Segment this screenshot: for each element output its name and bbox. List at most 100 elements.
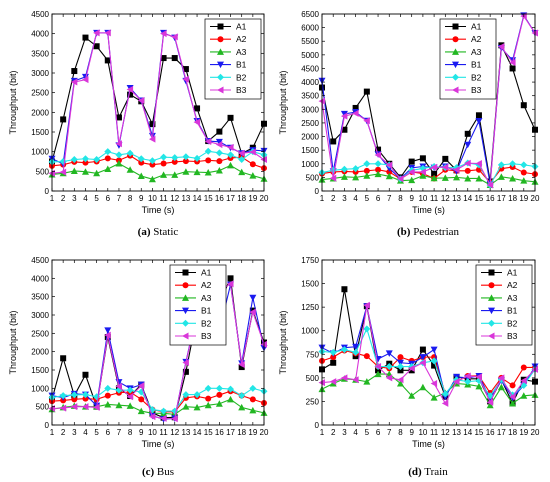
data-point-A1 bbox=[160, 55, 167, 62]
data-point-B3 bbox=[430, 163, 438, 171]
x-tick-label: 2 bbox=[331, 428, 336, 437]
x-tick-label: 7 bbox=[117, 428, 122, 437]
x-tick-label: 4 bbox=[83, 428, 88, 437]
x-tick-label: 10 bbox=[148, 194, 157, 203]
x-tick-label: 3 bbox=[342, 428, 347, 437]
data-point-B3 bbox=[340, 112, 348, 120]
data-point-A3 bbox=[137, 172, 145, 180]
data-point-B1 bbox=[352, 343, 360, 351]
data-point-B3 bbox=[520, 377, 527, 385]
data-point-B2 bbox=[104, 384, 112, 392]
data-point-B2 bbox=[430, 357, 438, 365]
y-tick-label: 750 bbox=[306, 350, 320, 359]
data-point-A3 bbox=[148, 175, 156, 183]
data-point-B1 bbox=[396, 359, 404, 367]
data-point-A1 bbox=[182, 368, 189, 375]
legend-label-A2: A2 bbox=[201, 280, 212, 290]
y-tick-label: 1000 bbox=[301, 160, 319, 169]
x-tick-label: 18 bbox=[508, 194, 517, 203]
data-point-A2 bbox=[104, 392, 111, 399]
data-point-A1 bbox=[330, 138, 337, 145]
data-point-B3 bbox=[204, 137, 212, 145]
data-point-B3 bbox=[171, 415, 178, 423]
x-tick-label: 13 bbox=[452, 428, 461, 437]
x-tick-label: 5 bbox=[94, 428, 99, 437]
legend-marker-A2 bbox=[488, 282, 495, 289]
x-tick-label: 4 bbox=[83, 194, 88, 203]
data-point-B3 bbox=[419, 168, 426, 176]
x-axis-label: Time (s) bbox=[412, 205, 445, 215]
y-tick-label: 4000 bbox=[301, 78, 319, 87]
legend-marker-B2 bbox=[217, 73, 224, 81]
y-tick-label: 3000 bbox=[31, 311, 49, 320]
legend-marker-B1 bbox=[452, 61, 459, 69]
legend-marker-A2 bbox=[217, 36, 224, 43]
data-point-A1 bbox=[216, 128, 223, 135]
x-tick-label: 10 bbox=[418, 194, 427, 203]
data-point-A1 bbox=[71, 68, 78, 75]
data-point-B3 bbox=[126, 393, 134, 401]
data-point-A2 bbox=[520, 169, 527, 176]
data-point-A3 bbox=[126, 402, 134, 409]
data-point-A3 bbox=[81, 168, 89, 175]
data-point-A1 bbox=[363, 88, 370, 95]
panel-caption-text: Static bbox=[151, 226, 179, 238]
y-tick-label: 0 bbox=[315, 187, 320, 196]
y-tick-label: 500 bbox=[306, 374, 320, 383]
legend-marker-A1 bbox=[182, 269, 189, 276]
data-point-B3 bbox=[81, 403, 89, 411]
x-tick-label: 9 bbox=[409, 194, 414, 203]
legend-label-A3: A3 bbox=[236, 47, 247, 57]
data-point-B3 bbox=[249, 148, 256, 156]
data-point-A3 bbox=[238, 168, 246, 176]
x-tick-label: 17 bbox=[497, 428, 506, 437]
data-point-A1 bbox=[82, 34, 89, 41]
legend-label-B1: B1 bbox=[236, 60, 247, 70]
data-point-A1 bbox=[82, 371, 89, 378]
data-point-B3 bbox=[238, 361, 245, 368]
data-point-B3 bbox=[509, 58, 516, 66]
legend-label-A3: A3 bbox=[507, 293, 518, 303]
data-point-A1 bbox=[60, 116, 67, 123]
data-point-A2 bbox=[375, 166, 382, 173]
legend-marker-A1 bbox=[452, 23, 459, 30]
data-point-B3 bbox=[126, 86, 134, 94]
x-tick-label: 19 bbox=[248, 194, 257, 203]
legend-label-B1: B1 bbox=[201, 306, 212, 316]
x-tick-label: 13 bbox=[181, 428, 190, 437]
data-point-B2 bbox=[352, 165, 360, 173]
data-point-A3 bbox=[104, 400, 112, 408]
data-point-B2 bbox=[59, 392, 67, 400]
x-tick-label: 16 bbox=[486, 194, 495, 203]
data-point-B3 bbox=[104, 331, 111, 339]
y-tick-label: 3500 bbox=[31, 293, 49, 302]
legend-label-B2: B2 bbox=[236, 72, 247, 82]
x-tick-label: 1 bbox=[50, 194, 55, 203]
y-tick-label: 1250 bbox=[301, 303, 319, 312]
data-point-A2 bbox=[363, 167, 370, 174]
data-point-B2 bbox=[329, 348, 337, 356]
data-point-B3 bbox=[464, 372, 471, 380]
data-point-B2 bbox=[215, 149, 223, 157]
data-point-B2 bbox=[238, 156, 246, 164]
data-point-A3 bbox=[475, 174, 483, 182]
panel-caption-text: Pedestrian bbox=[410, 226, 459, 238]
legend-box bbox=[475, 264, 533, 346]
y-tick-label: 1500 bbox=[301, 280, 319, 289]
x-tick-label: 17 bbox=[497, 194, 506, 203]
y-tick-label: 1750 bbox=[301, 256, 319, 265]
legend-marker-B1 bbox=[182, 307, 189, 315]
series-line-B1 bbox=[321, 306, 536, 400]
data-point-B2 bbox=[363, 160, 371, 168]
data-point-B3 bbox=[396, 175, 404, 183]
data-point-B2 bbox=[204, 147, 212, 155]
x-tick-label: 4 bbox=[353, 428, 358, 437]
data-point-A3 bbox=[215, 400, 223, 407]
data-point-A3 bbox=[182, 168, 190, 175]
y-tick-label: 3500 bbox=[31, 49, 49, 58]
data-point-A3 bbox=[430, 174, 438, 182]
legend-marker-A3 bbox=[488, 294, 495, 301]
x-tick-label: 1 bbox=[320, 194, 325, 203]
data-point-B2 bbox=[70, 391, 78, 399]
data-point-A1 bbox=[431, 170, 438, 177]
